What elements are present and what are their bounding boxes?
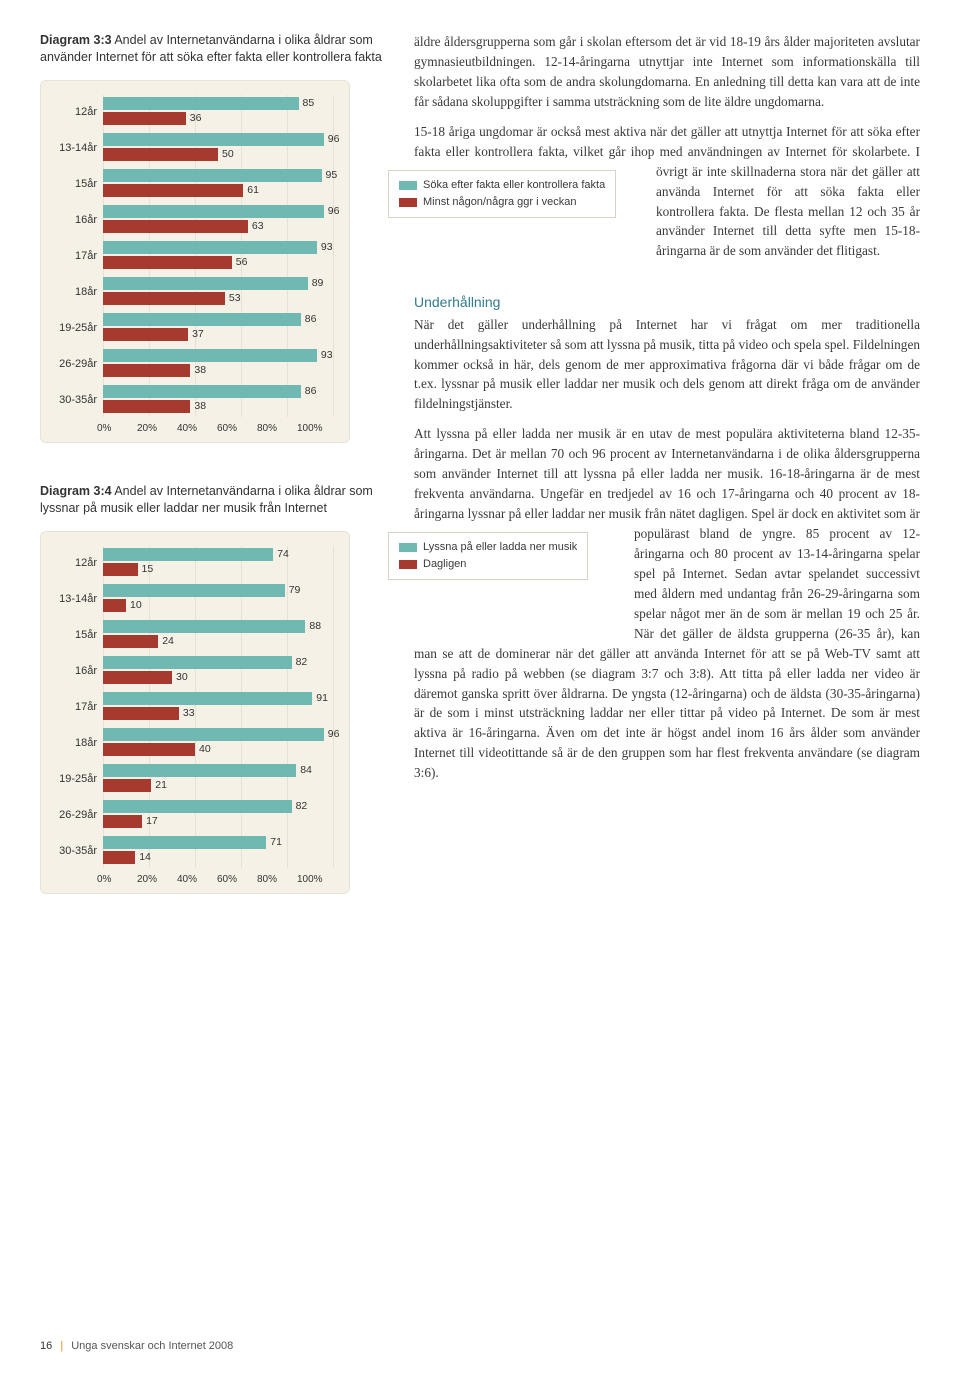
- chart-category-label: 13-14år: [51, 593, 103, 605]
- legend-3-3-s1: Söka efter fakta eller kontrollera fakta: [423, 177, 605, 194]
- chart-3-4-plot: 12år741513-14år791015år882416år823017år9…: [51, 546, 339, 868]
- chart-category-label: 30-35år: [51, 845, 103, 857]
- chart-category-label: 16år: [51, 665, 103, 677]
- chart-bar-series2: 38: [103, 364, 190, 377]
- chart-bar-series2: 56: [103, 256, 232, 269]
- page-number: 16: [40, 1340, 52, 1352]
- legend-3-3-float: Söka efter fakta eller kontrollera fakta…: [414, 162, 656, 282]
- legend-swatch-teal-icon: [399, 181, 417, 190]
- chart-category-label: 15år: [51, 178, 103, 190]
- diagram-3-4-title: Diagram 3:4 Andel av Internetanvändarna …: [40, 483, 390, 517]
- para4-wrap: Att lyssna på eller ladda ner musik är e…: [414, 424, 920, 783]
- chart-3-3-axis: 0%20%40%60%80%100%: [103, 423, 339, 434]
- chart-category-label: 18år: [51, 286, 103, 298]
- para2-wrap: 15-18 åriga ungdomar är också mest aktiv…: [414, 122, 920, 282]
- footer-title: Unga svenskar och Internet 2008: [71, 1340, 233, 1352]
- chart-bar-series1: 84: [103, 764, 296, 777]
- chart-bar-series1: 95: [103, 169, 322, 182]
- chart-bar-series2: 40: [103, 743, 195, 756]
- chart-category-label: 12år: [51, 557, 103, 569]
- chart-bar-series1: 79: [103, 584, 285, 597]
- diagram-3-3-title: Diagram 3:3 Andel av Internetanvändarna …: [40, 32, 390, 66]
- legend-3-3: Söka efter fakta eller kontrollera fakta…: [388, 170, 616, 218]
- diagram-3-4-chart: 12år741513-14år791015år882416år823017år9…: [40, 531, 350, 894]
- left-column: Diagram 3:3 Andel av Internetanvändarna …: [40, 32, 390, 1272]
- chart-category-label: 26-29år: [51, 809, 103, 821]
- diagram-3-4-title-bold: Diagram 3:4: [40, 484, 112, 498]
- chart-bar-series1: 86: [103, 385, 301, 398]
- chart-category-label: 17år: [51, 701, 103, 713]
- chart-category-label: 17år: [51, 250, 103, 262]
- chart-bar-series1: 74: [103, 548, 273, 561]
- legend-3-4-s1: Lyssna på eller ladda ner musik: [423, 539, 577, 556]
- diagram-3-3: Diagram 3:3 Andel av Internetanvändarna …: [40, 32, 390, 443]
- chart-category-label: 15år: [51, 629, 103, 641]
- legend-swatch-red-icon: [399, 560, 417, 569]
- chart-bar-series1: 91: [103, 692, 312, 705]
- chart-bar-series2: 10: [103, 599, 126, 612]
- chart-bar-series2: 33: [103, 707, 179, 720]
- chart-bar-series1: 82: [103, 800, 292, 813]
- diagram-3-3-title-bold: Diagram 3:3: [40, 33, 112, 47]
- legend-3-4-s2: Dagligen: [423, 556, 466, 573]
- chart-bar-series1: 96: [103, 205, 324, 218]
- chart-bar-series1: 86: [103, 313, 301, 326]
- chart-category-label: 18år: [51, 737, 103, 749]
- chart-category-label: 26-29år: [51, 358, 103, 370]
- diagram-3-4: Diagram 3:4 Andel av Internetanvändarna …: [40, 483, 390, 894]
- legend-swatch-red-icon: [399, 198, 417, 207]
- chart-category-label: 16år: [51, 214, 103, 226]
- chart-bar-series2: 38: [103, 400, 190, 413]
- page-footer: 16 | Unga svenskar och Internet 2008: [40, 1340, 233, 1352]
- diagram-3-3-chart: 12år853613-14år965015år956116år966317år9…: [40, 80, 350, 443]
- chart-bar-series1: 71: [103, 836, 266, 849]
- chart-bar-series2: 21: [103, 779, 151, 792]
- chart-bar-series2: 24: [103, 635, 158, 648]
- chart-category-label: 30-35år: [51, 394, 103, 406]
- chart-bar-series1: 93: [103, 241, 317, 254]
- chart-bar-series2: 17: [103, 815, 142, 828]
- paragraph-4: Att lyssna på eller ladda ner musik är e…: [414, 424, 920, 783]
- chart-bar-series1: 96: [103, 133, 324, 146]
- axis-tick: 100%: [297, 874, 327, 885]
- paragraph-4a: Att lyssna på eller ladda ner musik är e…: [414, 426, 920, 541]
- chart-bar-series1: 89: [103, 277, 308, 290]
- subhead-underhallning: Underhållning: [414, 292, 920, 313]
- chart-category-label: 12år: [51, 106, 103, 118]
- paragraph-2: 15-18 åriga ungdomar är också mest aktiv…: [414, 122, 920, 262]
- chart-bar-series1: 96: [103, 728, 324, 741]
- legend-swatch-teal-icon: [399, 543, 417, 552]
- chart-category-label: 19-25år: [51, 322, 103, 334]
- legend-3-3-s2: Minst någon/några ggr i veckan: [423, 194, 576, 211]
- footer-separator-icon: |: [60, 1340, 63, 1352]
- chart-bar-series2: 14: [103, 851, 135, 864]
- chart-category-label: 19-25år: [51, 773, 103, 785]
- chart-bar-series2: 61: [103, 184, 243, 197]
- chart-bar-series1: 88: [103, 620, 305, 633]
- chart-bar-series1: 82: [103, 656, 292, 669]
- chart-bar-series2: 63: [103, 220, 248, 233]
- chart-bar-series2: 30: [103, 671, 172, 684]
- legend-3-4-float: Lyssna på eller ladda ner musik Dagligen: [414, 524, 634, 624]
- chart-bar-series2: 37: [103, 328, 188, 341]
- chart-bar-series2: 15: [103, 563, 138, 576]
- chart-bar-series2: 53: [103, 292, 225, 305]
- right-column: äldre åldersgrupperna som går i skolan e…: [414, 32, 920, 1272]
- chart-bar-series1: 93: [103, 349, 317, 362]
- paragraph-3: När det gäller underhållning på Internet…: [414, 315, 920, 415]
- chart-bar-series2: 36: [103, 112, 186, 125]
- legend-3-4: Lyssna på eller ladda ner musik Dagligen: [388, 532, 588, 580]
- paragraph-4c: år. När det gäller de äldsta grupperna (…: [414, 606, 920, 781]
- chart-3-4-axis: 0%20%40%60%80%100%: [103, 874, 339, 885]
- chart-category-label: 13-14år: [51, 142, 103, 154]
- paragraph-1: äldre åldersgrupperna som går i skolan e…: [414, 32, 920, 112]
- chart-bar-series2: 50: [103, 148, 218, 161]
- chart-bar-series1: 85: [103, 97, 299, 110]
- axis-tick: 100%: [297, 423, 327, 434]
- chart-3-3-plot: 12år853613-14år965015år956116år966317år9…: [51, 95, 339, 417]
